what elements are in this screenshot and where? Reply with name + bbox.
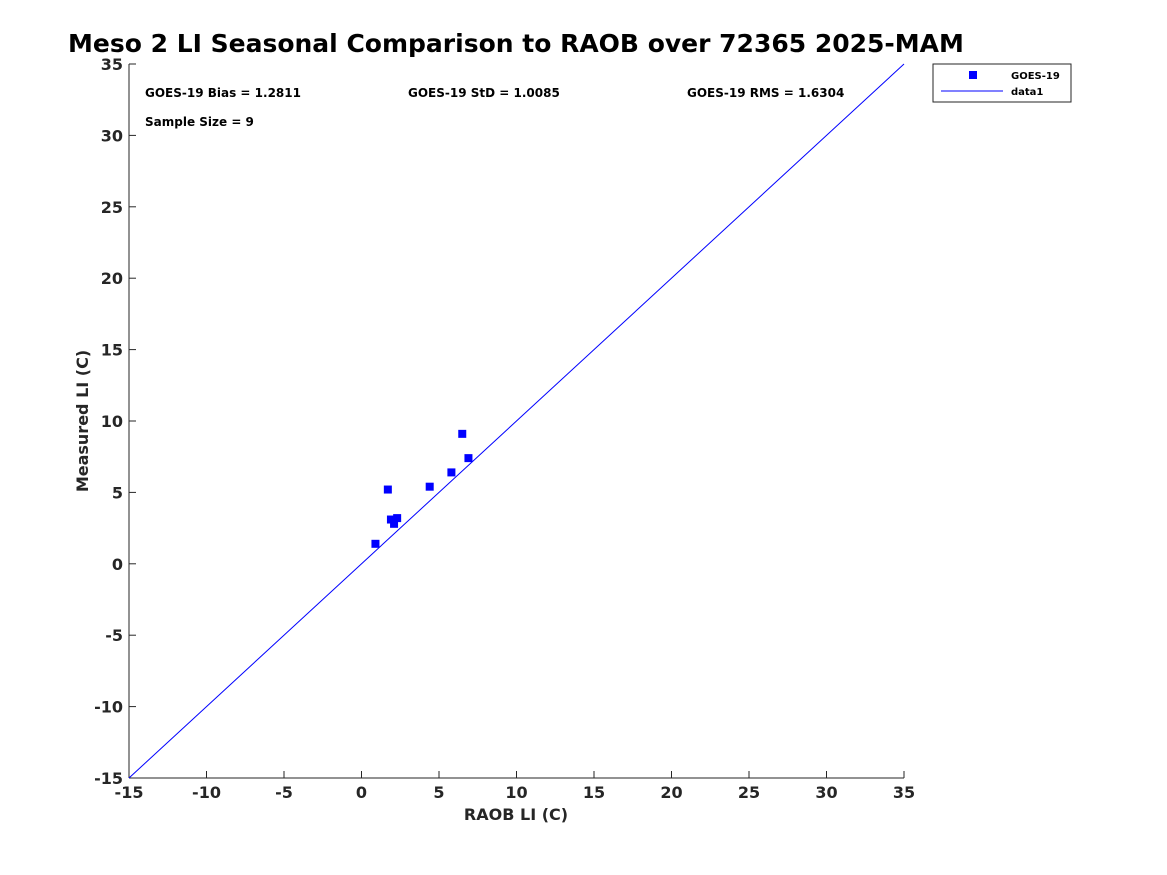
chart-title: Meso 2 LI Seasonal Comparison to RAOB ov…	[68, 29, 964, 58]
x-axis-ticks: -15 -10 -5 0 5 10 15 20 25 30 35	[115, 771, 915, 802]
y-axis-label: Measured LI (C)	[73, 350, 92, 492]
bias-annotation: GOES-19 Bias = 1.2811	[145, 86, 301, 100]
rms-annotation: GOES-19 RMS = 1.6304	[687, 86, 844, 100]
series-line-group	[128, 63, 905, 779]
y-tick-label: 15	[101, 341, 123, 360]
y-axis-ticks: -15 -10 -5 0 5 10 15 20 25 30 35	[94, 55, 136, 788]
data-point	[464, 454, 473, 463]
data-point	[458, 429, 467, 438]
series-points-group	[371, 429, 473, 548]
data-point	[393, 514, 402, 523]
y-tick-label: 25	[101, 198, 123, 217]
x-tick-label: 25	[738, 783, 760, 802]
data-point	[386, 515, 395, 524]
x-tick-label: 15	[583, 783, 605, 802]
y-tick-label: 5	[112, 483, 123, 502]
sample-size-annotation: Sample Size = 9	[145, 115, 254, 129]
x-tick-label: -15	[115, 783, 144, 802]
x-tick-label: 5	[433, 783, 444, 802]
y-tick-label: 20	[101, 269, 123, 288]
data-point	[383, 485, 392, 494]
x-tick-label: -5	[275, 783, 293, 802]
y-tick-label: -5	[105, 626, 123, 645]
legend-marker-goes19	[969, 71, 977, 79]
x-tick-label: 35	[893, 783, 915, 802]
data-point	[371, 539, 380, 548]
y-tick-label: 10	[101, 412, 123, 431]
y-tick-label: 35	[101, 55, 123, 74]
legend-box	[932, 63, 1072, 103]
x-tick-label: 10	[505, 783, 527, 802]
x-tick-label: 0	[356, 783, 367, 802]
legend-label-data1: data1	[1011, 87, 1043, 98]
data-point	[390, 519, 399, 528]
y-tick-label: -15	[94, 769, 123, 788]
y-tick-label: 0	[112, 555, 123, 574]
y-tick-label: 30	[101, 126, 123, 145]
series-line-data1	[128, 63, 905, 779]
x-tick-label: -10	[192, 783, 221, 802]
data-point	[447, 468, 456, 477]
data-point	[425, 482, 434, 491]
legend-label-goes19: GOES-19	[1011, 71, 1060, 82]
x-tick-label: 30	[815, 783, 837, 802]
plot-area: -15 -10 -5 0 5 10 15 20 25 30 35 -15 -10 -5 0 5 10 15 20 2…	[94, 55, 915, 802]
y-tick-label: -10	[94, 698, 123, 717]
x-axis-label: RAOB LI (C)	[464, 805, 568, 824]
std-annotation: GOES-19 StD = 1.0085	[408, 86, 560, 100]
legend: GOES-19 data1	[932, 63, 1072, 103]
x-tick-label: 20	[660, 783, 682, 802]
